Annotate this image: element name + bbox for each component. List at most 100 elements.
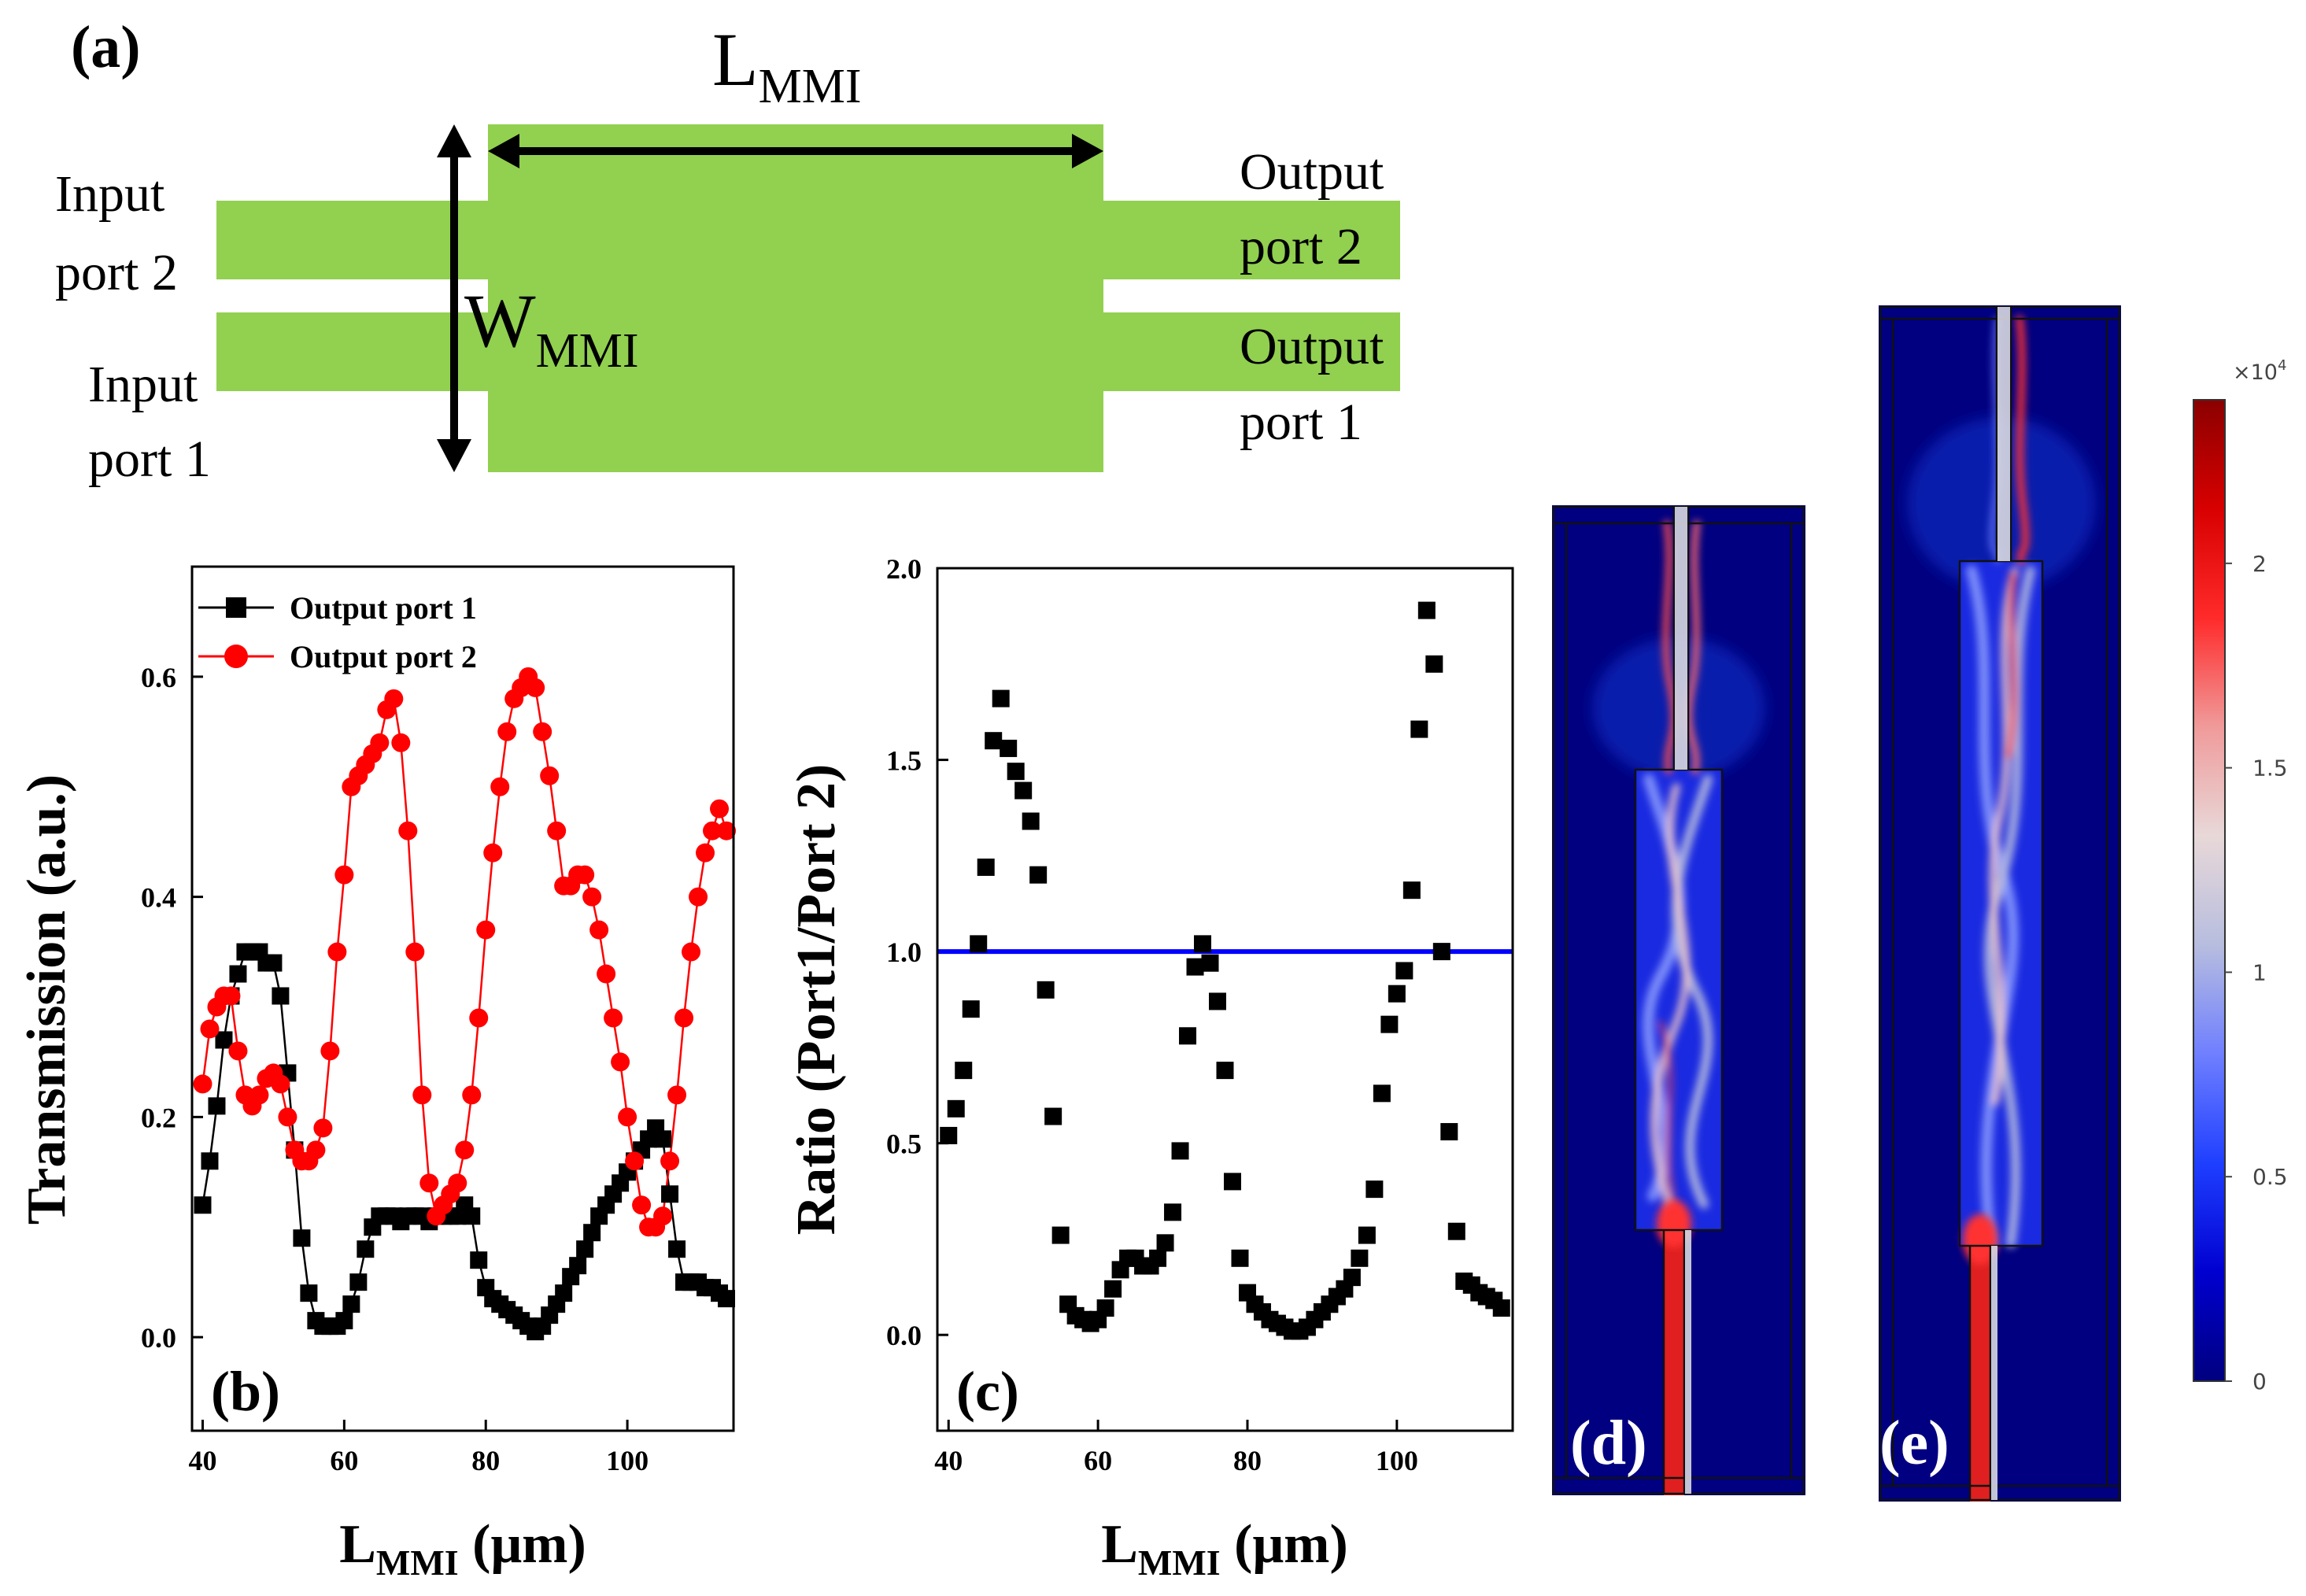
chart-b-xlabel: LMMI (μm) [339,1514,586,1583]
data-point-port2 [689,887,708,907]
data-point-port1 [335,1312,353,1330]
data-point-port2 [710,799,730,818]
data-point-port1 [293,1229,311,1247]
data-point-ratio [1037,981,1055,999]
x-tick-label: 100 [606,1445,649,1476]
y-tick-label: 1.0 [886,937,922,968]
data-point-ratio [992,689,1010,707]
data-point-port1 [229,965,247,983]
colorbar-tick-label: 1 [2252,959,2267,985]
y-tick-label: 1.5 [886,745,922,777]
output-port-1-line2: port 1 [1240,393,1362,451]
chart-c-markers [940,601,1510,1340]
data-point-port2 [334,865,354,885]
data-point-port1 [272,987,290,1005]
chart-c-frame [936,567,1514,1432]
data-point-ratio [1410,720,1428,738]
data-point-ratio [1186,958,1204,976]
chart-b-frame [190,565,735,1432]
data-point-port2 [462,1085,482,1105]
data-point-port2 [370,733,390,752]
input-port-1-line1: Input [88,356,198,413]
colorbar-gradient [2193,399,2226,1382]
length-label: LMMI [712,17,862,113]
data-point-ratio [1343,1269,1361,1287]
chart-b-markers [193,667,737,1341]
data-point-port2 [313,1118,333,1138]
data-point-port2 [696,843,715,863]
mmi-waveguide [216,124,1400,472]
data-point-port2 [476,920,496,940]
data-point-port2 [497,722,517,741]
data-point-ratio [1425,655,1443,673]
data-point-port1 [300,1284,318,1302]
data-point-ratio [1432,943,1450,961]
data-point-port1 [463,1207,481,1225]
chart-b-legend: Output port 1 Output port 2 [198,590,477,674]
data-point-port1 [357,1240,375,1258]
y-tick-label: 2.0 [886,553,922,585]
data-point-ratio [985,732,1003,750]
data-point-port2 [611,1052,630,1072]
data-point-port2 [582,887,602,907]
data-point-ratio [955,1062,973,1080]
legend-label-port1: Output port 1 [290,590,477,626]
data-point-port2 [271,1074,290,1094]
field-map-d: (d) [1552,505,1805,1495]
data-point-ratio [1029,866,1048,884]
data-point-port2 [618,1107,637,1127]
data-point-ratio [1051,1226,1070,1244]
panel-a-label: (a) [71,14,141,80]
data-point-port2 [228,1041,248,1061]
data-point-ratio [1223,1173,1241,1191]
data-point-port2 [526,678,545,697]
data-point-port1 [555,1284,573,1302]
data-point-port2 [419,1173,439,1193]
output-port-2-line1: Output [1240,143,1384,201]
data-point-ratio [1044,1107,1062,1125]
data-point-ratio [970,935,988,953]
output-port-2-line2: port 2 [1240,218,1362,275]
data-point-ratio [1179,1027,1197,1045]
data-point-port2 [597,964,616,984]
data-point-ratio [1000,739,1018,757]
field-e-label: (e) [1879,1409,1949,1478]
data-point-ratio [1022,812,1040,830]
data-point-port2 [200,1019,220,1039]
data-point-port2 [412,1085,432,1105]
data-point-port1 [576,1240,594,1258]
y-tick-label: 0.4 [141,882,176,914]
chart-b-ticks: 40 60 80 100 0.0 0.2 0.4 0.6 [141,662,649,1476]
data-point-ratio [1231,1249,1249,1267]
x-tick-label: 40 [188,1445,216,1476]
data-point-port1 [264,954,283,972]
data-point-ratio [1402,881,1421,900]
field-e-input-mode [1970,1247,1990,1502]
data-point-port2 [448,1173,467,1193]
x-tick-label: 100 [1376,1445,1418,1476]
data-point-port1 [201,1152,219,1170]
data-point-port2 [547,821,567,840]
data-point-port2 [490,777,510,796]
data-point-port2 [469,1008,489,1028]
output-waveguide-2 [1103,201,1400,279]
input-port-1-line2: port 1 [88,430,211,488]
legend-marker-port2 [224,645,248,668]
chart-c-panel-label: (c) [956,1360,1019,1423]
colorbar-tick-label: 0 [2252,1369,2267,1395]
data-point-port1 [569,1257,587,1275]
data-point-ratio [1201,954,1219,972]
input-port-2-line2: port 2 [55,244,178,301]
data-point-ratio [1209,992,1227,1010]
data-point-port2 [632,1195,652,1215]
x-tick-label: 80 [1233,1445,1262,1476]
data-point-ratio [1380,1015,1399,1033]
data-point-ratio [1104,1280,1122,1298]
data-point-port1 [342,1295,360,1313]
legend-label-port2: Output port 2 [290,639,477,674]
data-point-ratio [1365,1180,1384,1199]
chart-c: 40 60 80 100 0.0 0.5 1.0 1.5 2.0 (c) Ratio (Port… [786,553,1514,1583]
data-point-port1 [661,1185,679,1203]
data-point-port2 [674,1008,694,1028]
